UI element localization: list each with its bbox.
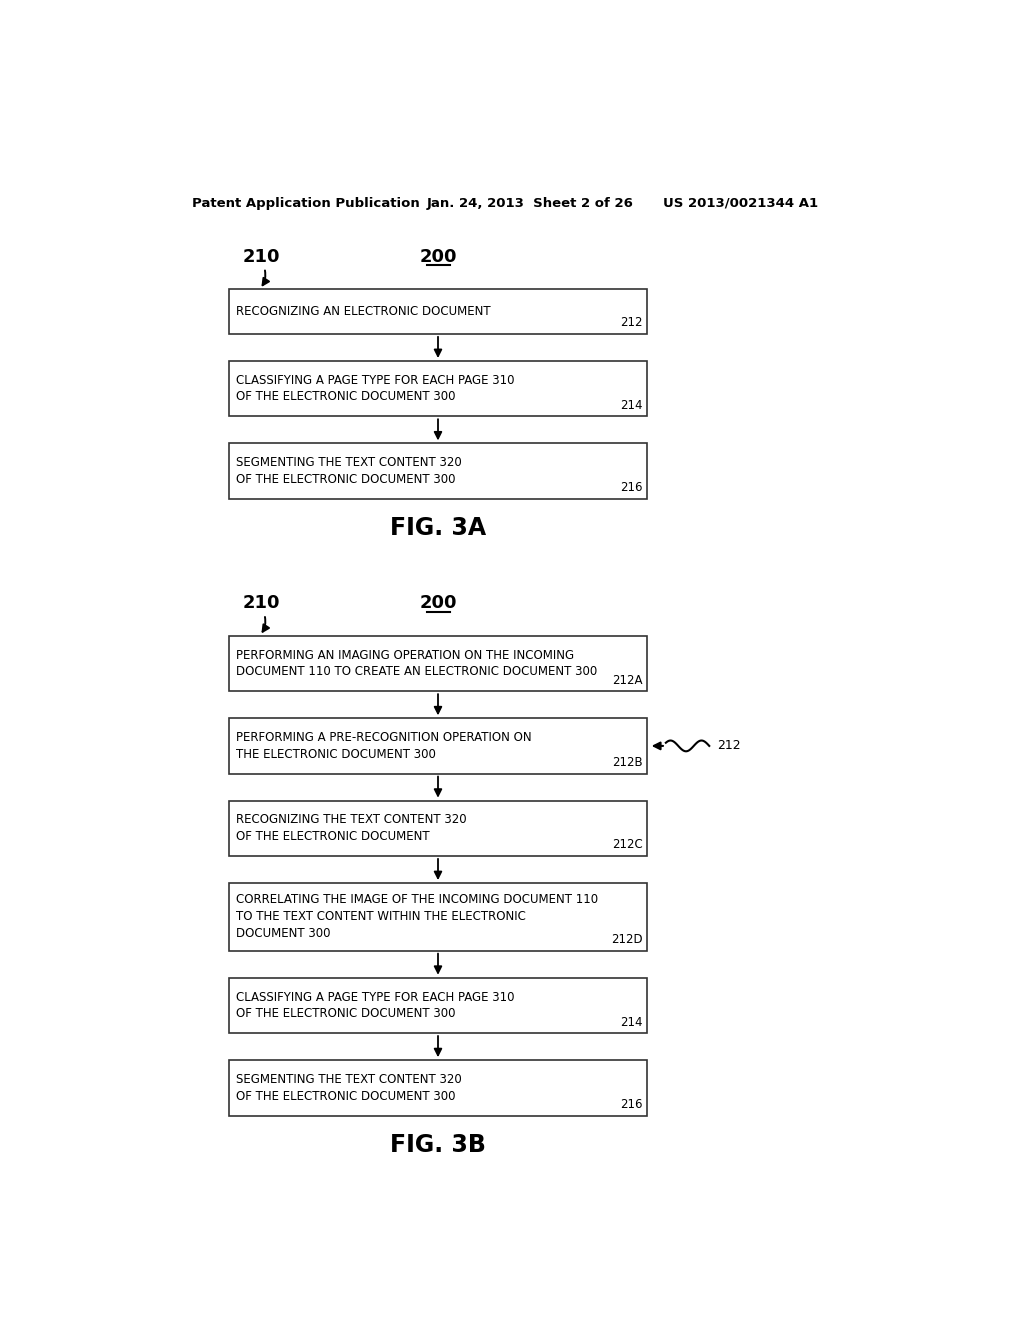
- Text: OF THE ELECTRONIC DOCUMENT 300: OF THE ELECTRONIC DOCUMENT 300: [237, 473, 456, 486]
- Text: 214: 214: [621, 399, 643, 412]
- Text: 200: 200: [419, 248, 457, 265]
- Bar: [228, 289, 647, 334]
- Text: PERFORMING A PRE-RECOGNITION OPERATION ON: PERFORMING A PRE-RECOGNITION OPERATION O…: [237, 731, 532, 744]
- Text: CORRELATING THE IMAGE OF THE INCOMING DOCUMENT 110: CORRELATING THE IMAGE OF THE INCOMING DO…: [237, 894, 599, 907]
- Text: Patent Application Publication: Patent Application Publication: [191, 197, 419, 210]
- Text: 212D: 212D: [611, 933, 643, 946]
- Text: OF THE ELECTRONIC DOCUMENT 300: OF THE ELECTRONIC DOCUMENT 300: [237, 1089, 456, 1102]
- Text: 216: 216: [621, 480, 643, 494]
- Text: 212: 212: [621, 317, 643, 330]
- Text: CLASSIFYING A PAGE TYPE FOR EACH PAGE 310: CLASSIFYING A PAGE TYPE FOR EACH PAGE 31…: [237, 990, 515, 1003]
- Text: 210: 210: [243, 248, 281, 265]
- Text: US 2013/0021344 A1: US 2013/0021344 A1: [663, 197, 818, 210]
- Text: OF THE ELECTRONIC DOCUMENT 300: OF THE ELECTRONIC DOCUMENT 300: [237, 1007, 456, 1020]
- Text: OF THE ELECTRONIC DOCUMENT: OF THE ELECTRONIC DOCUMENT: [237, 830, 430, 843]
- Text: 200: 200: [419, 594, 457, 612]
- Text: 216: 216: [621, 1098, 643, 1111]
- Bar: [228, 360, 647, 416]
- Text: FIG. 3B: FIG. 3B: [390, 1133, 486, 1156]
- Text: Jan. 24, 2013  Sheet 2 of 26: Jan. 24, 2013 Sheet 2 of 26: [426, 197, 633, 210]
- Bar: [228, 1060, 647, 1115]
- Bar: [228, 883, 647, 950]
- Text: PERFORMING AN IMAGING OPERATION ON THE INCOMING: PERFORMING AN IMAGING OPERATION ON THE I…: [237, 648, 574, 661]
- Bar: [228, 978, 647, 1034]
- Text: FIG. 3A: FIG. 3A: [390, 516, 486, 540]
- Text: 212A: 212A: [612, 673, 643, 686]
- Text: RECOGNIZING AN ELECTRONIC DOCUMENT: RECOGNIZING AN ELECTRONIC DOCUMENT: [237, 305, 492, 318]
- Text: CLASSIFYING A PAGE TYPE FOR EACH PAGE 310: CLASSIFYING A PAGE TYPE FOR EACH PAGE 31…: [237, 374, 515, 387]
- Text: 212B: 212B: [612, 756, 643, 770]
- Bar: [228, 636, 647, 692]
- Text: 212C: 212C: [612, 838, 643, 851]
- Text: 210: 210: [243, 594, 281, 612]
- Text: 214: 214: [621, 1015, 643, 1028]
- Bar: [228, 800, 647, 857]
- Text: OF THE ELECTRONIC DOCUMENT 300: OF THE ELECTRONIC DOCUMENT 300: [237, 391, 456, 404]
- Text: SEGMENTING THE TEXT CONTENT 320: SEGMENTING THE TEXT CONTENT 320: [237, 1073, 462, 1086]
- Text: THE ELECTRONIC DOCUMENT 300: THE ELECTRONIC DOCUMENT 300: [237, 747, 436, 760]
- Text: 212: 212: [717, 739, 740, 752]
- Text: DOCUMENT 300: DOCUMENT 300: [237, 927, 331, 940]
- Text: RECOGNIZING THE TEXT CONTENT 320: RECOGNIZING THE TEXT CONTENT 320: [237, 813, 467, 826]
- Text: SEGMENTING THE TEXT CONTENT 320: SEGMENTING THE TEXT CONTENT 320: [237, 457, 462, 469]
- Text: DOCUMENT 110 TO CREATE AN ELECTRONIC DOCUMENT 300: DOCUMENT 110 TO CREATE AN ELECTRONIC DOC…: [237, 665, 598, 678]
- Bar: [228, 718, 647, 774]
- Text: TO THE TEXT CONTENT WITHIN THE ELECTRONIC: TO THE TEXT CONTENT WITHIN THE ELECTRONI…: [237, 911, 526, 924]
- Bar: [228, 444, 647, 499]
